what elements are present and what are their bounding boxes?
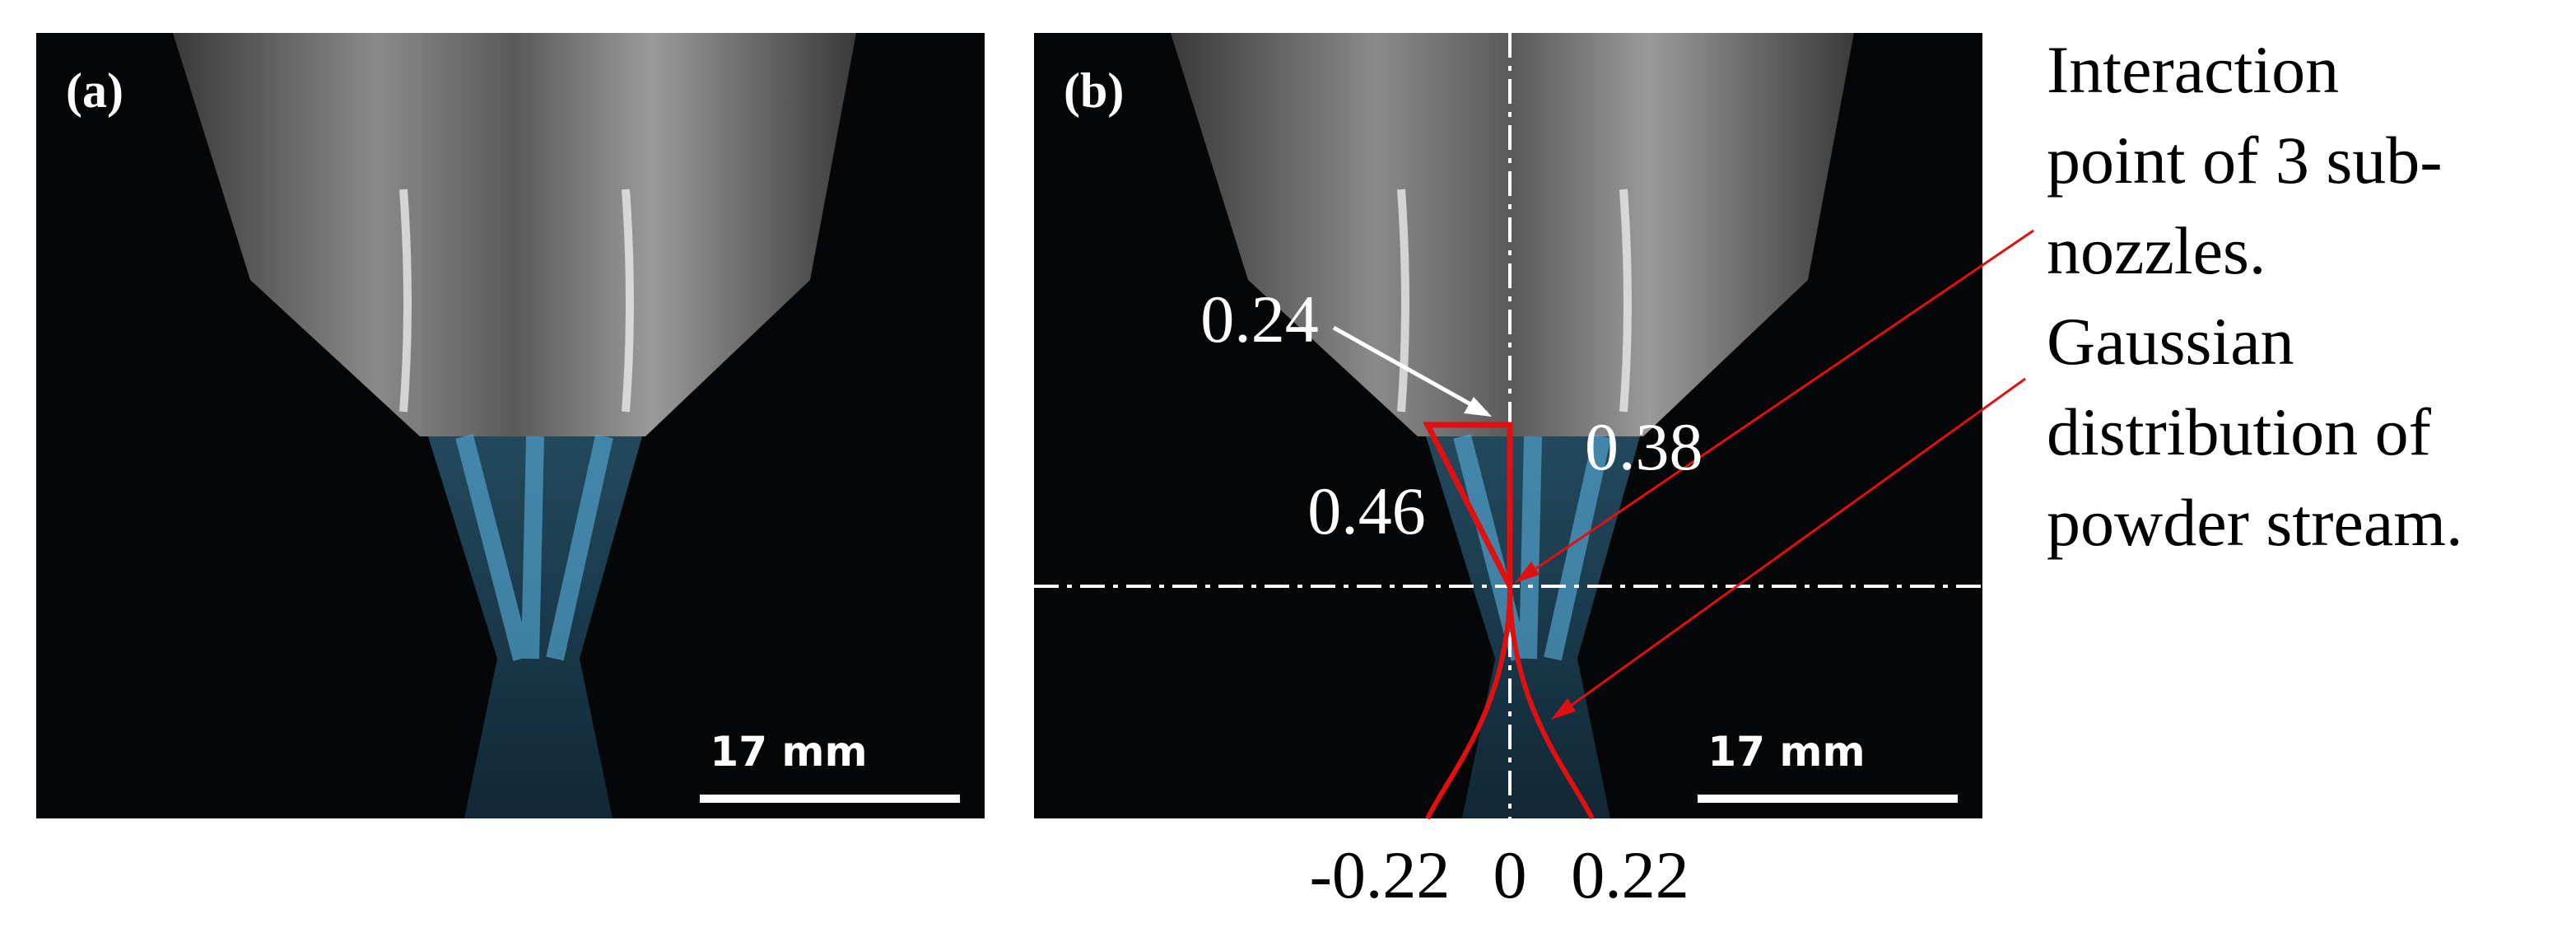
axis-label: 0 [1493, 837, 1527, 912]
note-line: Gaussian [2047, 304, 2294, 379]
arrow [1332, 325, 1488, 416]
note-line: powder stream. [2047, 485, 2463, 560]
panel-b: (b) 17 mm [1034, 33, 1982, 818]
panel-label: (b) [1064, 63, 1124, 118]
panel-a: (a) 17 mm [36, 33, 985, 818]
arrow-head [1464, 397, 1492, 417]
scale-bar-label: 17 mm [1707, 728, 1865, 776]
axis-label: 0.22 [1571, 837, 1689, 912]
leader-line [1519, 229, 2034, 581]
scale-bar-label: 17 mm [710, 728, 867, 776]
arrow-head [1515, 562, 1540, 583]
dimension-label: 0.24 [1200, 282, 1319, 357]
leader-line [1555, 377, 2026, 718]
panel-label: (a) [66, 63, 123, 118]
note-line: distribution of [2047, 394, 2432, 469]
note-line: point of 3 sub- [2047, 123, 2443, 198]
note-line: nozzles. [2047, 213, 2266, 288]
dimension-label: 0.38 [1585, 409, 1703, 484]
arrow-head [1551, 698, 1576, 720]
overlay: 0.24 0.38 0.46 -0.22 0 0.22 Interaction … [1034, 32, 2463, 912]
gaussian-curve [1425, 585, 1595, 820]
nozzle-triangle [1423, 422, 1513, 588]
axis-label: -0.22 [1310, 837, 1451, 912]
dimension-label: 0.46 [1307, 473, 1426, 548]
note-line: Interaction [2047, 32, 2339, 107]
